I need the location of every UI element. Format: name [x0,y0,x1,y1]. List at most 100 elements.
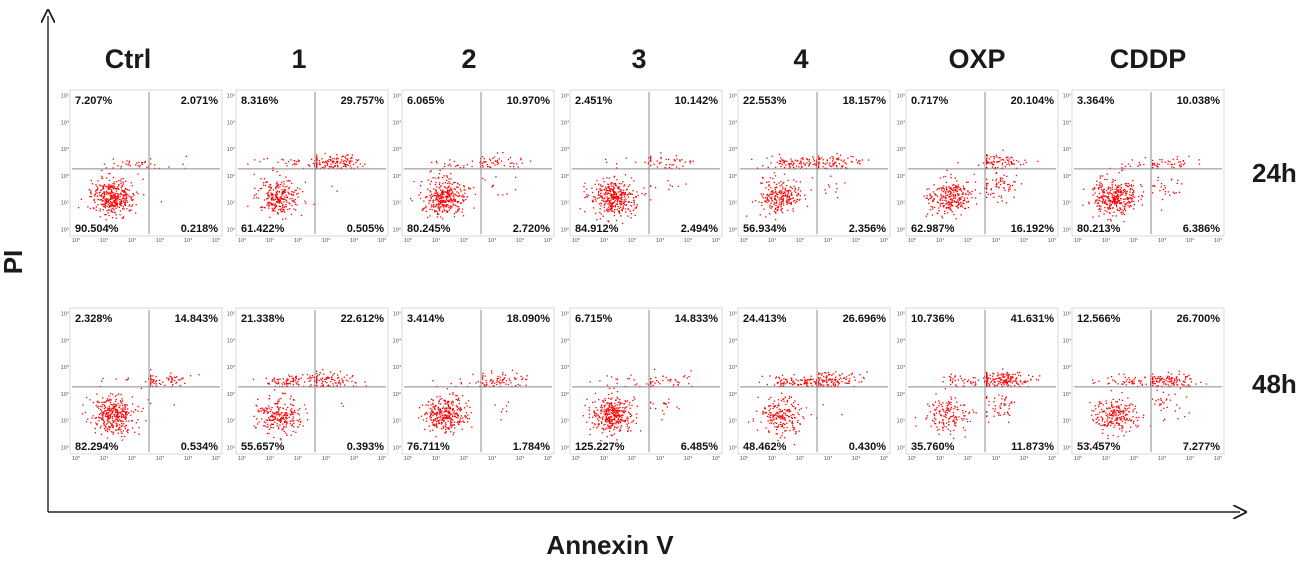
scatter-point [265,422,267,424]
scatter-point [413,180,415,183]
scatter-point [347,380,349,382]
scatter-point [492,157,494,159]
y-tick-label: 10⁰ [1063,228,1071,234]
scatter-point [445,417,447,419]
scatter-point [294,203,297,205]
scatter-point [326,382,328,384]
scatter-point [812,164,814,166]
scatter-point [775,212,777,214]
scatter-point [263,182,265,184]
scatter-point [110,205,112,208]
scatter-point [611,182,613,184]
scatter-point [601,197,603,199]
scatter-point [964,188,966,190]
scatter-point [438,173,441,175]
scatter-point [110,415,112,417]
scatter-point [759,214,761,216]
scatter-point [623,410,626,412]
scatter-point [447,199,449,201]
scatter-point [614,414,616,416]
scatter-point [616,415,619,417]
scatter-point [635,422,637,424]
scatter-point [477,380,479,383]
scatter-point [255,404,257,406]
scatter-point [349,160,351,162]
panel-frame [1071,89,1225,237]
scatter-point [673,159,675,161]
scatter-point [285,197,288,199]
scatter-point [606,193,609,195]
scatter-point [780,206,782,208]
scatter-point [625,401,627,403]
x-tick-label: 10² [964,238,972,244]
scatter-point [622,406,624,409]
scatter-point [108,417,110,419]
scatter-point [280,211,282,213]
scatter-point [446,197,448,199]
scatter-point [123,416,126,419]
scatter-point [501,411,503,413]
scatter-point [84,411,87,414]
scatter-point [507,158,510,161]
scatter-point [468,188,470,190]
scatter-point [267,382,269,385]
scatter-point [460,420,462,423]
scatter-point [124,411,126,414]
scatter-point [615,197,617,199]
scatter-point [168,377,170,379]
scatter-point [814,163,816,165]
scatter-point [1092,216,1094,218]
panel-frame [905,89,1059,237]
scatter-point [341,159,343,161]
scatter-point [505,380,508,382]
scatter-point [106,409,108,411]
scatter-point [266,412,268,414]
scatter-point [628,426,631,428]
scatter-point [952,195,954,197]
scatter-point [775,195,777,197]
scatter-point [609,208,611,210]
scatter-point [447,192,449,194]
scatter-point [583,191,585,193]
scatter-point [1160,186,1162,188]
scatter-point [623,192,625,194]
scatter-point [610,403,613,405]
scatter-point [280,197,282,199]
scatter-point [614,205,616,207]
scatter-point [435,203,437,205]
scatter-point [606,403,608,405]
x-tick-label: 10⁰ [572,456,580,462]
scatter-point [775,202,778,204]
scatter-point [98,407,100,409]
scatter-point [769,408,771,410]
scatter-point [586,196,589,198]
scatter-point [190,375,192,377]
scatter-point [623,194,625,196]
scatter-point [614,183,616,185]
scatter-point [344,164,346,166]
scatter-point [804,164,806,166]
scatter-point [110,403,112,406]
scatter-point [448,209,451,211]
x-tick-label: 10¹ [100,238,108,244]
scatter-point [456,191,458,193]
scatter-point [435,199,437,201]
y-tick-label: 10¹ [1063,201,1071,207]
scatter-point [97,400,99,402]
scatter-point [589,381,591,383]
scatter-point [443,197,445,199]
scatter-point [432,429,434,431]
scatter-point [1103,194,1105,196]
scatter-point [1103,202,1105,204]
scatter-point [103,408,105,410]
scatter-point [457,413,459,415]
scatter-point [620,197,622,199]
scatter-point [491,381,494,384]
scatter-point [934,193,936,195]
scatter-point [448,428,451,430]
x-tick-label: 10⁰ [238,238,246,244]
scatter-point [273,198,275,201]
y-tick-label: 10³ [393,147,401,153]
scatter-point [945,187,948,190]
